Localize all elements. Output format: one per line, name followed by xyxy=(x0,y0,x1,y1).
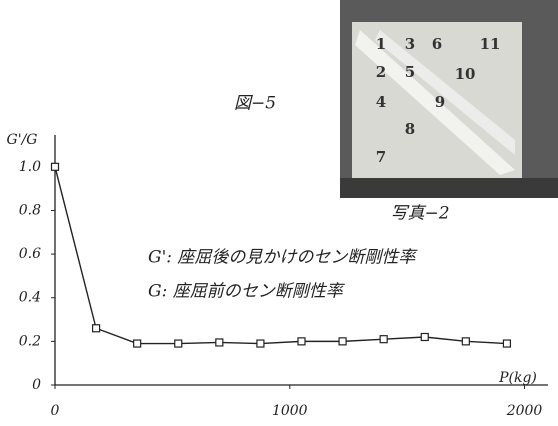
x-axis-label: P(kg) xyxy=(498,370,537,386)
y-tick-label: 0.8 xyxy=(19,202,41,218)
photo-label: 9 xyxy=(435,93,445,111)
point-marker xyxy=(257,340,264,347)
photo-label: 2 xyxy=(376,63,386,81)
photo-label: 3 xyxy=(405,35,415,53)
point-marker xyxy=(52,163,59,170)
page: {"chart_data": {"type": "line", "figure_… xyxy=(0,0,558,426)
photo-label: 6 xyxy=(432,35,442,53)
y-tick-label: 0.4 xyxy=(19,290,41,306)
x-tick-label: 0 xyxy=(51,403,60,419)
annotation: G: 座屈前のセン断剛性率 xyxy=(148,282,346,302)
photo-label: 10 xyxy=(455,65,476,83)
photo-caption: 写真−2 xyxy=(390,204,449,224)
photo-base xyxy=(340,178,558,198)
point-marker xyxy=(421,334,428,341)
photo-label: 8 xyxy=(405,120,415,138)
photo-label: 1 xyxy=(376,35,386,53)
point-marker xyxy=(503,340,510,347)
y-tick-label: 0.2 xyxy=(19,333,41,349)
photo xyxy=(340,0,558,198)
point-marker xyxy=(134,340,141,347)
photo-label: 4 xyxy=(376,93,386,111)
y-tick-label: 0 xyxy=(32,377,41,393)
point-marker xyxy=(298,338,305,345)
chart: 写真−2 図−5 G'/G P(kg) G': 座屈後の見かけのセン断剛性率 G… xyxy=(0,0,558,426)
photo-label: 5 xyxy=(405,63,415,81)
figure-label: 図−5 xyxy=(234,94,276,114)
x-tick-label: 2000 xyxy=(506,403,543,419)
point-marker xyxy=(175,340,182,347)
point-marker xyxy=(380,336,387,343)
point-marker xyxy=(93,325,100,332)
photo-label: 11 xyxy=(480,35,501,53)
y-axis-label: G'/G xyxy=(7,132,38,148)
x-tick-label: 1000 xyxy=(272,403,308,419)
y-tick-label: 1.0 xyxy=(19,159,41,175)
point-marker xyxy=(216,339,223,346)
photo-label: 7 xyxy=(376,148,386,166)
y-tick-label: 0.6 xyxy=(19,246,41,262)
point-marker xyxy=(339,338,346,345)
annotation: G': 座屈後の見かけのセン断剛性率 xyxy=(148,248,418,268)
point-marker xyxy=(462,338,469,345)
